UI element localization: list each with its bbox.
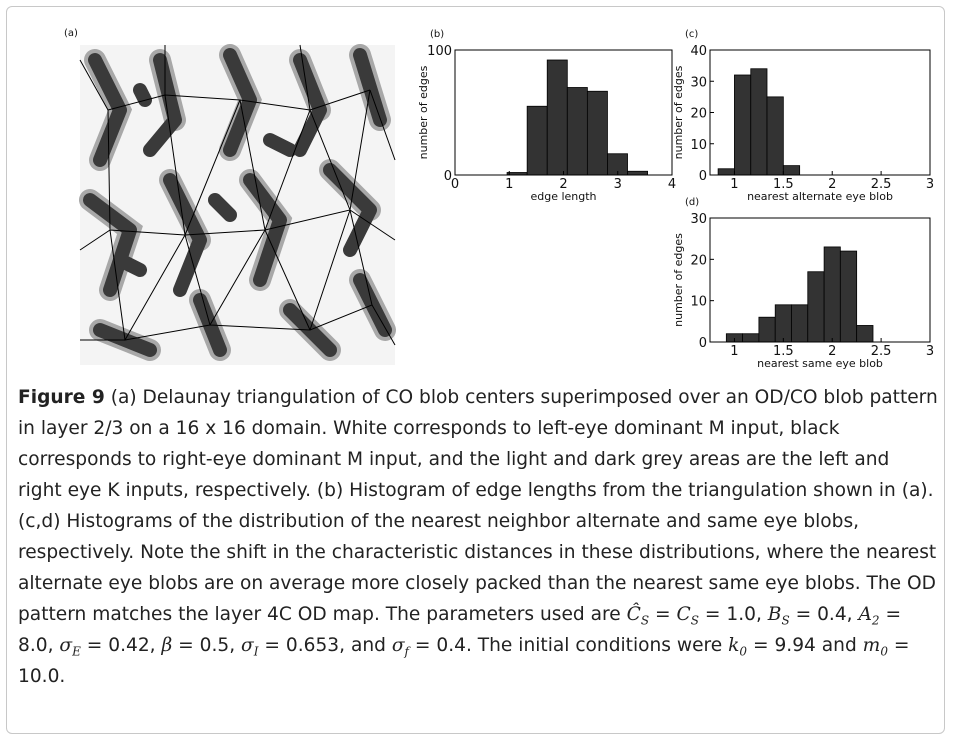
caption-math: 0: [739, 644, 748, 659]
x-tick-label: 2: [828, 177, 836, 192]
caption-text: = 0.653, and: [258, 635, 392, 656]
bar: [526, 105, 548, 176]
x-axis-label: edge length: [530, 190, 596, 203]
bar: [823, 246, 841, 343]
x-axis-label: nearest same eye blob: [757, 357, 883, 370]
caption-math: S: [690, 613, 699, 628]
bar: [791, 304, 809, 343]
caption-math: f: [404, 644, 409, 659]
y-tick-label: 30: [690, 75, 707, 90]
y-tick-label: 100: [427, 44, 452, 59]
caption-math: B: [767, 604, 782, 625]
x-tick-label: 2: [828, 344, 836, 359]
caption-math: σ: [59, 635, 73, 656]
x-tick-label: 4: [668, 177, 676, 192]
bar: [782, 165, 801, 176]
x-tick-label: 3: [926, 344, 934, 359]
bar: [566, 87, 588, 176]
x-tick-label: 3: [926, 177, 934, 192]
y-tick-label: 40: [690, 44, 707, 59]
caption-text: =: [649, 604, 677, 625]
caption-math: σ: [391, 635, 405, 656]
bar: [734, 74, 752, 176]
bar: [839, 250, 858, 343]
x-tick-label: 2.5: [871, 177, 892, 192]
caption-math: C: [676, 604, 691, 625]
bar: [717, 168, 735, 176]
panel-label: (d): [685, 197, 699, 208]
x-tick-label: 3: [614, 177, 622, 192]
panel-label: (b): [430, 29, 444, 40]
panel-label: (a): [64, 28, 78, 39]
axes-frame: [709, 217, 931, 343]
y-tick-label: 20: [690, 107, 707, 122]
caption-math: 0: [880, 644, 888, 659]
x-tick-label: 1.5: [773, 344, 794, 359]
caption-label: Figure 9: [18, 387, 105, 408]
caption-math: β: [161, 635, 173, 656]
bar: [627, 170, 648, 176]
caption-text: (a) Delaunay triangulation of CO blob ce…: [18, 387, 938, 625]
caption-text: = 0.4,: [789, 604, 859, 625]
caption-math: E: [72, 644, 81, 659]
y-axis-label: number of edges: [672, 233, 685, 327]
bar: [856, 325, 874, 343]
caption-text: = 1.0,: [698, 604, 768, 625]
x-axis-label: nearest alternate eye blob: [747, 190, 893, 203]
caption-text: = 10.0.: [18, 635, 910, 687]
y-tick-label: 0: [444, 169, 452, 184]
panel-label: (c): [685, 29, 698, 40]
caption-body: (a) Delaunay triangulation of CO blob ce…: [18, 387, 938, 687]
bar: [586, 90, 608, 176]
caption-math: k: [728, 635, 740, 656]
caption-text: = 9.94 and: [747, 635, 863, 656]
caption-math: A: [858, 604, 872, 625]
bar: [774, 304, 792, 343]
blob-pattern: [79, 44, 396, 365]
caption: Figure 9 (a) Delaunay triangulation of C…: [18, 382, 938, 692]
x-tick-label: 1: [730, 177, 738, 192]
caption-math: m: [862, 635, 881, 656]
bar: [742, 333, 760, 343]
y-tick-label: 10: [690, 138, 707, 153]
caption-text: = 0.4. The initial conditions were: [409, 635, 729, 656]
y-tick-label: 0: [699, 169, 707, 184]
bar: [766, 96, 784, 176]
caption-math: 2: [871, 613, 880, 628]
caption-math: Ĉ: [626, 604, 641, 625]
caption-text: = 8.0,: [18, 604, 902, 656]
caption-math: σ: [241, 635, 254, 656]
caption-text: = 0.42,: [80, 635, 162, 656]
x-tick-label: 2: [559, 177, 567, 192]
figure-frame: [6, 6, 945, 734]
caption-math: S: [640, 613, 650, 628]
bar: [546, 59, 568, 176]
y-axis-label: number of edges: [672, 65, 685, 159]
x-tick-label: 1.5: [773, 177, 794, 192]
y-tick-label: 20: [690, 253, 707, 268]
caption-math: S: [781, 613, 790, 628]
y-axis-label: number of edges: [417, 65, 430, 159]
x-tick-label: 0: [451, 177, 459, 192]
x-tick-label: 1: [505, 177, 513, 192]
y-tick-label: 10: [690, 295, 707, 310]
x-tick-label: 2.5: [871, 344, 892, 359]
y-tick-label: 30: [690, 212, 707, 227]
caption-text: = 0.5,: [172, 635, 242, 656]
bar: [758, 316, 776, 343]
caption-math: I: [253, 644, 259, 659]
x-tick-label: 1: [730, 344, 738, 359]
bar: [807, 271, 825, 343]
bar: [750, 68, 768, 176]
y-tick-label: 0: [699, 336, 707, 351]
